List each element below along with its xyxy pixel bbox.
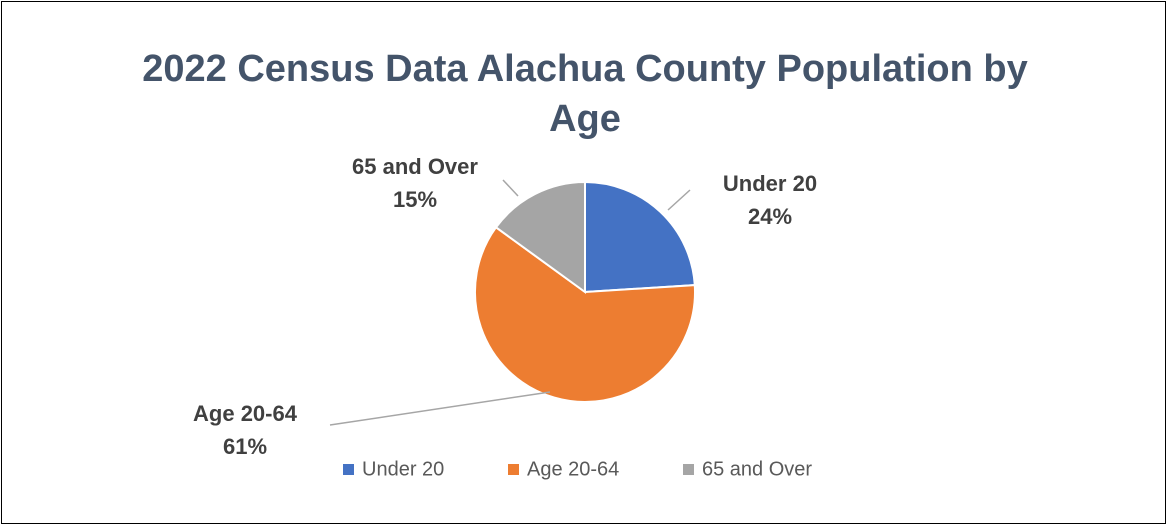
legend-label: 65 and Over bbox=[702, 458, 812, 480]
data-label-name: Under 20 bbox=[723, 171, 817, 196]
legend-swatch bbox=[343, 464, 354, 475]
leader-line bbox=[329, 391, 551, 426]
data-label-value: 24% bbox=[748, 204, 792, 229]
leader-line bbox=[667, 189, 691, 211]
legend-swatch bbox=[683, 464, 694, 475]
pie-slice bbox=[584, 180, 696, 294]
data-label-name: Age 20-64 bbox=[193, 401, 298, 426]
leader-line bbox=[502, 179, 519, 197]
legend-label: Under 20 bbox=[362, 458, 444, 480]
data-label-value: 15% bbox=[393, 187, 437, 212]
data-label-value: 61% bbox=[223, 434, 267, 459]
pie-slice bbox=[494, 180, 586, 294]
legend-swatch bbox=[508, 464, 519, 475]
pie-slice bbox=[474, 225, 696, 403]
chart-title: 2022 Census Data Alachua County Populati… bbox=[142, 48, 1028, 140]
data-label-name: 65 and Over bbox=[352, 154, 478, 179]
legend-label: Age 20-64 bbox=[527, 458, 619, 480]
